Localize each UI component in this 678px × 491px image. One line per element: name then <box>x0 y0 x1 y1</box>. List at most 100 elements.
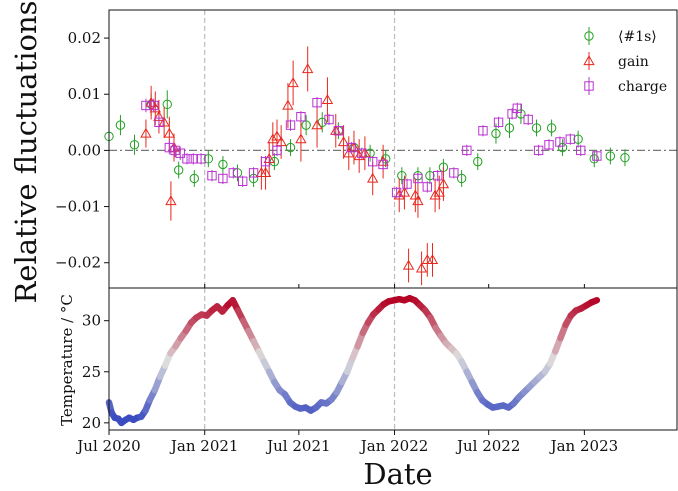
y-tick-label: 25 <box>82 363 101 381</box>
circle-data-point <box>285 142 296 153</box>
top-plot-frame <box>108 9 678 289</box>
bottom-plot-frame <box>108 287 678 431</box>
y-tick-label: 20 <box>82 414 101 432</box>
square-data-point <box>141 100 151 111</box>
circle-data-point <box>573 134 583 144</box>
y-tick-label: 30 <box>82 312 101 330</box>
y-tick-label: 0.02 <box>68 29 101 47</box>
triangle-data-point <box>426 254 439 265</box>
x-tick-label: Jul 2020 <box>75 437 140 455</box>
square-data-point <box>449 168 459 178</box>
circle-data-point <box>589 154 599 164</box>
triangle-data-point <box>287 77 299 88</box>
triangle-data-point <box>275 136 287 147</box>
square-data-point <box>462 145 472 156</box>
circle-data-point <box>129 140 140 150</box>
x-tick-label: Jul 2022 <box>455 437 520 455</box>
square-data-point <box>357 148 367 158</box>
triangle-data-point <box>311 119 323 130</box>
circle-data-point <box>425 170 435 181</box>
square-data-point <box>182 154 192 164</box>
triangle-data-point <box>301 63 314 74</box>
triangle-data-point <box>429 189 441 200</box>
square-data-point <box>285 120 296 130</box>
circle-data-point <box>162 99 172 110</box>
triangle-data-point <box>367 172 379 183</box>
circle-data-point <box>397 170 407 181</box>
top-panel: 0.02 0.01 0.00 −0.01 −0.02 <box>55 9 678 289</box>
circle-data-point <box>491 128 501 139</box>
circle-data-point <box>546 123 557 133</box>
square-data-point <box>592 151 602 161</box>
square-data-point <box>207 170 217 181</box>
square-data-point <box>378 159 388 170</box>
triangle-data-point <box>398 186 411 197</box>
y-tick-label: 0.01 <box>68 85 101 103</box>
square-data-point <box>402 179 412 189</box>
triangle-data-point <box>337 136 350 147</box>
square-data-point <box>188 154 198 164</box>
triangle-data-point <box>402 259 415 270</box>
square-data-point <box>228 168 239 178</box>
temperature-line-segment <box>588 297 601 306</box>
legend: ⟨#1s⟩ gain charge <box>583 27 667 95</box>
triangle-data-point <box>359 147 371 158</box>
triangle-data-point <box>259 167 272 177</box>
top-y-axis-title: Relative fluctuations <box>9 0 43 303</box>
square-data-point <box>512 103 522 113</box>
circle-data-point <box>301 120 311 130</box>
triangle-data-point <box>321 94 334 104</box>
triangle-data-point <box>433 186 445 197</box>
triangle-data-point <box>282 99 294 110</box>
y-tick-label: −0.02 <box>55 254 101 272</box>
triangle-data-point <box>415 262 428 273</box>
y-tick-label: 0.00 <box>68 141 101 159</box>
x-tick-label: Jan 2023 <box>549 437 619 455</box>
legend-label: ⟨#1s⟩ <box>618 29 657 45</box>
circle-data-point <box>203 154 214 164</box>
square-data-point <box>218 173 228 184</box>
square-data-point <box>333 126 344 136</box>
legend-triangle-marker <box>583 55 595 66</box>
square-data-point <box>237 176 248 186</box>
square-data-point <box>164 142 175 153</box>
square-data-point <box>324 114 334 125</box>
circle-data-point <box>620 153 630 163</box>
legend-label: charge <box>618 79 667 95</box>
circle-data-point <box>173 165 184 175</box>
square-data-point <box>493 117 504 128</box>
circle-data-point <box>456 173 467 184</box>
legend-circle-marker <box>584 31 594 41</box>
x-tick-label: Jan 2022 <box>359 437 429 455</box>
square-data-point <box>523 114 533 125</box>
triangle-data-point <box>263 152 275 163</box>
circle-data-point <box>115 120 126 130</box>
square-data-point <box>367 156 378 167</box>
square-data-point <box>346 142 357 153</box>
circle-data-point <box>531 123 542 133</box>
triangle-data-point <box>140 127 152 138</box>
square-data-point <box>433 170 443 181</box>
circle-data-point <box>473 156 483 167</box>
triangle-data-point <box>165 195 177 206</box>
triangle-data-point <box>158 116 170 127</box>
legend-label: gain <box>618 54 649 70</box>
x-tick-label: Jul 2021 <box>265 437 330 455</box>
square-data-point <box>478 126 488 136</box>
square-data-point <box>565 134 576 144</box>
axis-titles: Relative fluctuations Temperature / °C D… <box>9 0 433 491</box>
square-data-point <box>248 168 259 178</box>
square-data-point <box>422 182 433 192</box>
square-data-point <box>312 97 322 108</box>
y-tick-label: −0.01 <box>55 198 101 216</box>
bottom-y-axis-title: Temperature / °C <box>58 294 76 426</box>
square-data-point <box>413 173 423 184</box>
circle-data-point <box>605 151 616 161</box>
x-tick-label: Jan 2021 <box>169 437 239 455</box>
triangle-data-point <box>412 195 424 206</box>
square-data-point <box>296 112 306 122</box>
triangle-data-point <box>295 133 307 144</box>
circle-data-point <box>189 173 199 184</box>
circle-data-point <box>557 142 568 153</box>
